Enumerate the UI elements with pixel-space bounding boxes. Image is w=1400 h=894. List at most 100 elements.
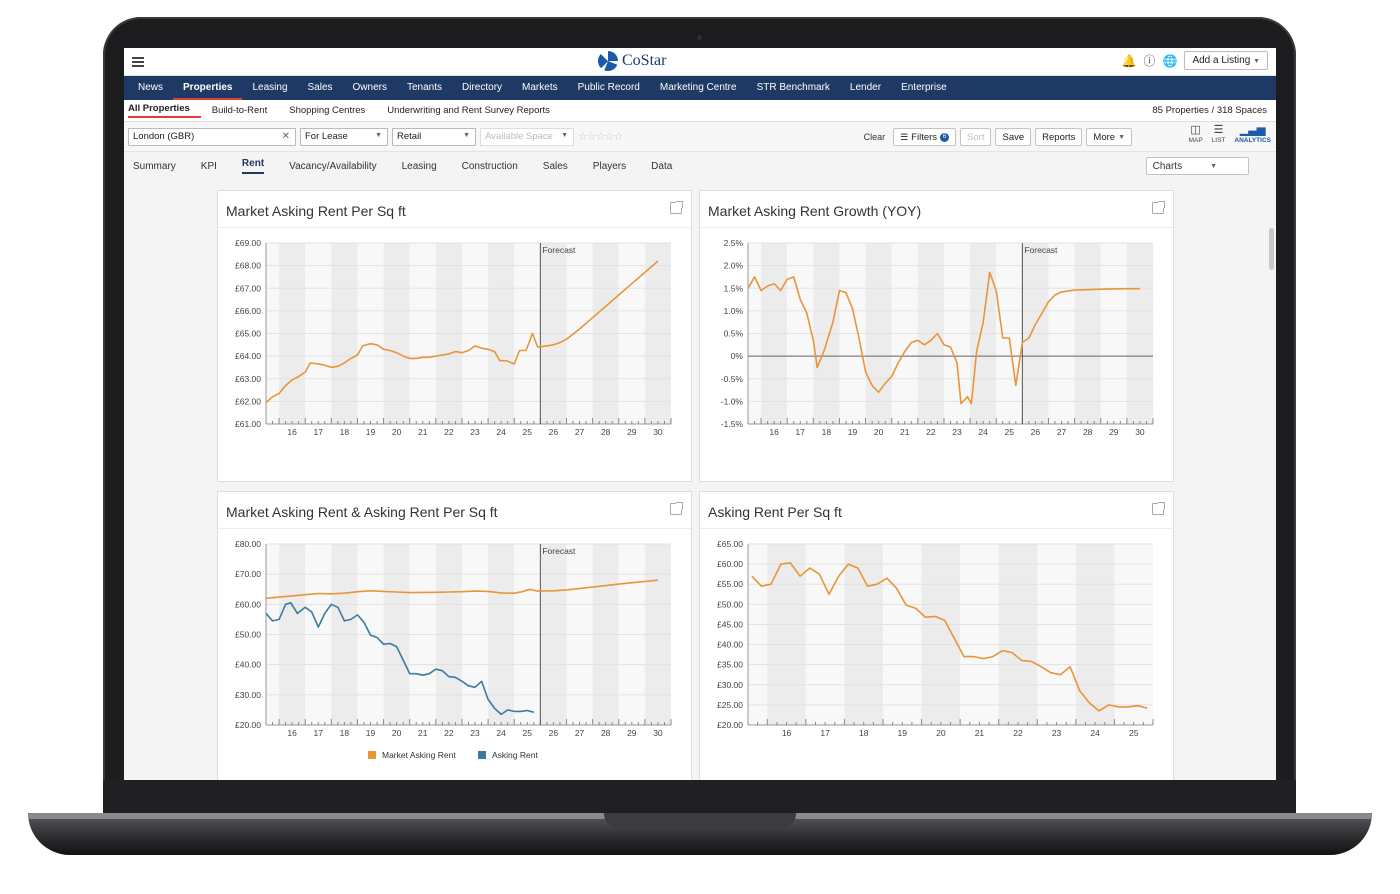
legend-label: Asking Rent	[492, 750, 538, 760]
x-tick-label: 20	[936, 728, 946, 738]
chart-title: Asking Rent Per Sq ft	[708, 504, 842, 520]
y-tick-label: £25.00	[717, 700, 743, 710]
nav-news[interactable]: News	[138, 82, 164, 93]
x-tick-label: 16	[782, 728, 792, 738]
tab-kpi[interactable]: KPI	[200, 160, 217, 172]
nav-marketing-centre[interactable]: Marketing Centre	[659, 82, 737, 93]
x-tick-label: 19	[366, 427, 376, 437]
clear-x-icon[interactable]: ✕	[281, 130, 290, 142]
x-tick-label: 18	[340, 427, 350, 437]
main-nav: News Properties Leasing Sales Owners Ten…	[124, 76, 1276, 100]
subnav-build-to-rent[interactable]: Build-to-Rent	[211, 105, 268, 116]
reports-button[interactable]: Reports	[1035, 128, 1083, 146]
x-tick-label: 21	[975, 728, 985, 738]
legend-label: Market Asking Rent	[382, 750, 456, 760]
hamburger-menu-icon[interactable]	[132, 57, 144, 67]
analytics-tabs: Summary KPI Rent Vacancy/Availability Le…	[124, 152, 1276, 180]
tab-construction[interactable]: Construction	[461, 160, 518, 172]
property-type-select[interactable]: Retail ▼	[392, 127, 476, 146]
nav-sales[interactable]: Sales	[307, 82, 333, 93]
more-button[interactable]: More ▼	[1086, 128, 1132, 146]
nav-markets[interactable]: Markets	[522, 82, 558, 93]
tab-sales[interactable]: Sales	[542, 160, 568, 172]
nav-lender[interactable]: Lender	[849, 82, 882, 93]
bell-icon[interactable]: 🔔	[1121, 53, 1137, 68]
subnav-shopping-centres[interactable]: Shopping Centres	[289, 105, 366, 116]
y-tick-label: £50.00	[235, 630, 261, 640]
more-label: More	[1093, 131, 1116, 143]
x-tick-label: 27	[575, 728, 585, 738]
chevron-down-icon: ▼	[375, 131, 382, 139]
subnav-all-properties[interactable]: All Properties	[128, 103, 201, 118]
nav-directory[interactable]: Directory	[462, 82, 503, 93]
subnav-underwriting-reports[interactable]: Underwriting and Rent Survey Reports	[387, 105, 550, 116]
chart-title: Market Asking Rent & Asking Rent Per Sq …	[226, 504, 498, 520]
filters-count-badge: 6	[940, 132, 950, 142]
x-tick-label: 23	[470, 427, 480, 437]
x-tick-label: 24	[1090, 728, 1100, 738]
x-tick-label: 28	[601, 427, 611, 437]
year-band	[1114, 544, 1153, 725]
year-band	[1075, 544, 1115, 725]
view-map-label: MAP	[1188, 137, 1203, 144]
y-tick-label: 0.5%	[724, 329, 744, 339]
chevron-down-icon: ▼	[1253, 58, 1260, 65]
nav-properties[interactable]: Properties	[173, 76, 242, 100]
popout-icon[interactable]	[670, 502, 683, 515]
x-tick-label: 23	[1052, 728, 1062, 738]
listing-type-select[interactable]: For Lease ▼	[300, 127, 388, 146]
save-button[interactable]: Save	[995, 128, 1032, 146]
popout-icon[interactable]	[670, 201, 683, 214]
filters-button[interactable]: ☰ Filters 6	[893, 128, 957, 146]
popout-icon[interactable]	[1152, 201, 1165, 214]
view-analytics[interactable]: ▁▃▅ ANALYTICS	[1234, 124, 1271, 144]
tab-leasing[interactable]: Leasing	[401, 160, 437, 172]
add-listing-button[interactable]: Add a Listing ▼	[1184, 51, 1268, 70]
year-band	[883, 544, 922, 725]
nav-tenants[interactable]: Tenants	[406, 82, 443, 93]
tab-data[interactable]: Data	[651, 160, 673, 172]
legend-swatch	[368, 751, 376, 759]
x-tick-label: 24	[496, 728, 506, 738]
view-list[interactable]: ☰ LIST	[1212, 124, 1226, 144]
x-tick-label: 30	[653, 728, 663, 738]
nav-public-record[interactable]: Public Record	[577, 82, 640, 93]
costar-logo[interactable]: CoStar	[598, 51, 666, 71]
title-divider	[218, 227, 691, 228]
charts-dropdown[interactable]: Charts ▼	[1145, 157, 1249, 175]
y-tick-label: £64.00	[235, 351, 261, 361]
x-tick-label: 25	[1005, 427, 1015, 437]
globe-icon[interactable]: 🌐	[1162, 53, 1178, 68]
nav-owners[interactable]: Owners	[352, 82, 387, 93]
help-icon[interactable]: ⓘ	[1143, 54, 1156, 68]
sort-button[interactable]: Sort	[960, 128, 992, 146]
nav-leasing[interactable]: Leasing	[252, 82, 288, 93]
x-tick-label: 20	[874, 427, 884, 437]
view-map[interactable]: ◫ MAP	[1189, 124, 1203, 144]
star-rating-icon[interactable]: ☆☆☆☆☆	[578, 131, 623, 143]
clear-button[interactable]: Clear	[863, 132, 886, 142]
y-tick-label: £65.00	[717, 539, 743, 549]
popout-icon[interactable]	[1152, 502, 1165, 515]
camera-icon	[697, 35, 702, 40]
x-tick-label: 16	[769, 427, 779, 437]
filters-label: Filters	[911, 131, 938, 143]
tab-players[interactable]: Players	[592, 160, 627, 172]
title-divider	[700, 528, 1173, 529]
y-tick-label: £30.00	[235, 690, 261, 700]
y-tick-label: £50.00	[717, 599, 743, 609]
nav-enterprise[interactable]: Enterprise	[901, 82, 947, 93]
tab-rent[interactable]: Rent	[241, 158, 265, 174]
location-input[interactable]: London (GBR) ✕	[128, 127, 296, 146]
laptop-notch	[604, 813, 796, 828]
tab-vacancy-availability[interactable]: Vacancy/Availability	[289, 160, 377, 172]
nav-str-benchmark[interactable]: STR Benchmark	[756, 82, 830, 93]
x-tick-label: 22	[926, 427, 936, 437]
tab-summary[interactable]: Summary	[133, 160, 176, 172]
vertical-scrollbar[interactable]	[1269, 228, 1274, 270]
y-tick-label: -1.0%	[721, 396, 744, 406]
available-space-select[interactable]: Available Space ▼	[480, 127, 574, 146]
sliders-icon: ☰	[900, 131, 909, 142]
listing-type-value: For Lease	[305, 130, 348, 142]
